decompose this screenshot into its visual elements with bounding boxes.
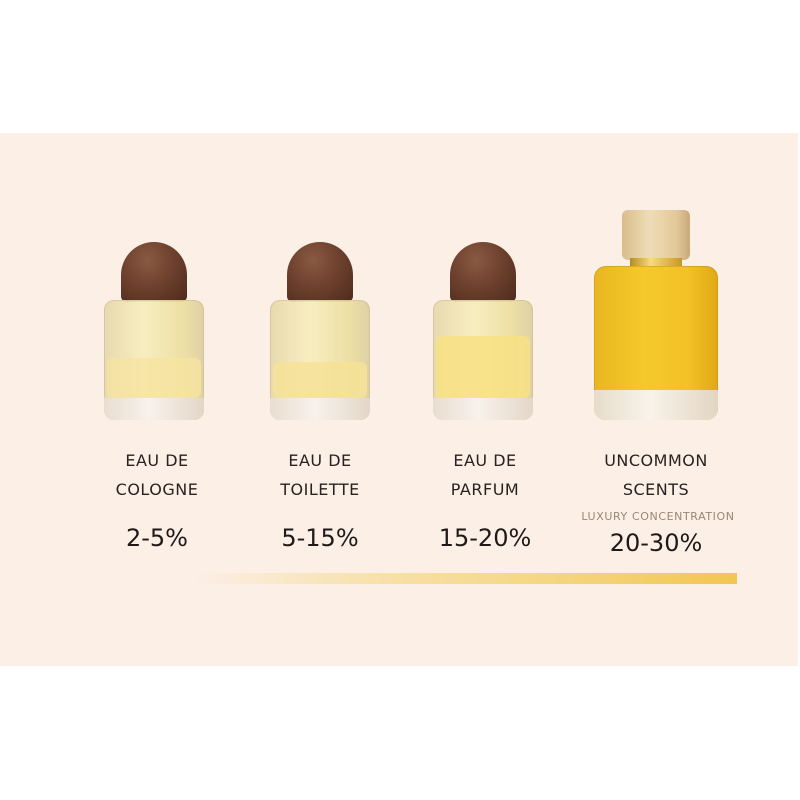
bottle-body bbox=[433, 300, 533, 420]
concentration-eau-de-parfum: 15-20% bbox=[438, 524, 532, 552]
product-name-eau-de-parfum: EAU DE PARFUM bbox=[400, 446, 570, 504]
bottle-base bbox=[594, 390, 718, 420]
bottle-cap bbox=[450, 242, 516, 302]
liquid bbox=[107, 358, 201, 398]
bottle-base bbox=[104, 398, 204, 420]
liquid bbox=[273, 362, 367, 398]
bottle-uncommon-scents bbox=[594, 210, 718, 422]
bottle-base bbox=[270, 398, 370, 420]
name-line: EAU DE bbox=[453, 451, 517, 470]
bottle-body bbox=[594, 266, 718, 420]
bottle-cap bbox=[121, 242, 187, 302]
bottle-base bbox=[433, 398, 533, 420]
bottle-eau-de-parfum bbox=[433, 242, 533, 422]
bottle-body bbox=[270, 300, 370, 420]
bottle-body bbox=[104, 300, 204, 420]
name-line: SCENTS bbox=[622, 480, 690, 499]
name-line: TOILETTE bbox=[280, 480, 360, 499]
concentration-gradient-bar bbox=[195, 573, 737, 584]
product-name-eau-de-cologne: EAU DE COLOGNE bbox=[72, 446, 242, 504]
liquid bbox=[436, 336, 530, 398]
name-line: UNCOMMON bbox=[604, 451, 708, 470]
bottle-eau-de-toilette bbox=[270, 242, 370, 422]
concentration-eau-de-toilette: 5-15% bbox=[281, 524, 359, 552]
name-line: COLOGNE bbox=[115, 480, 199, 499]
concentration-eau-de-cologne: 2-5% bbox=[125, 524, 188, 552]
concentration-uncommon-scents: 20-30% bbox=[609, 529, 703, 557]
bottle-cap bbox=[287, 242, 353, 302]
name-line: PARFUM bbox=[450, 480, 520, 499]
product-name-uncommon-scents: UNCOMMON SCENTS bbox=[571, 446, 741, 504]
product-name-eau-de-toilette: EAU DE TOILETTE bbox=[235, 446, 405, 504]
wood-cap bbox=[622, 210, 690, 260]
name-line: EAU DE bbox=[288, 451, 352, 470]
luxury-subtitle: LUXURY CONCENTRATION bbox=[581, 510, 735, 523]
bottle-eau-de-cologne bbox=[104, 242, 204, 422]
name-line: EAU DE bbox=[125, 451, 189, 470]
